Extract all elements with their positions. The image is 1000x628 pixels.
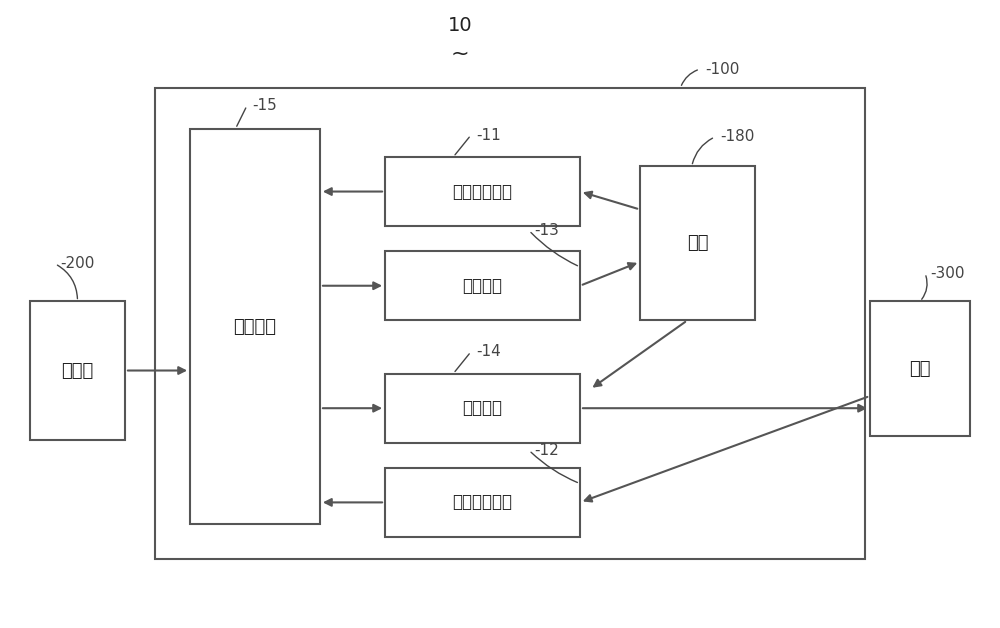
Text: 充电单元: 充电单元 xyxy=(463,277,503,295)
Text: 充电器: 充电器 xyxy=(61,362,94,379)
Text: -15: -15 xyxy=(252,98,277,113)
Bar xyxy=(870,301,970,436)
Text: 负载检测单元: 负载检测单元 xyxy=(453,494,512,511)
Text: -300: -300 xyxy=(930,266,964,281)
Text: -14: -14 xyxy=(476,344,501,359)
Bar xyxy=(30,301,125,440)
Text: -12: -12 xyxy=(534,443,559,458)
Text: 电池: 电池 xyxy=(687,234,708,252)
Text: -200: -200 xyxy=(60,256,94,271)
Bar xyxy=(385,251,580,320)
Text: 电池检测单元: 电池检测单元 xyxy=(453,183,512,200)
Text: -100: -100 xyxy=(705,62,739,77)
Bar xyxy=(385,374,580,443)
Bar xyxy=(155,88,865,559)
Bar xyxy=(385,157,580,226)
Text: -11: -11 xyxy=(476,127,501,143)
Bar xyxy=(190,129,320,524)
Text: 控制单元: 控制单元 xyxy=(234,318,276,335)
Bar xyxy=(640,166,755,320)
Text: ~: ~ xyxy=(451,43,469,63)
Text: -13: -13 xyxy=(534,223,559,238)
Bar xyxy=(385,468,580,537)
Text: -180: -180 xyxy=(720,129,754,144)
Text: 负载: 负载 xyxy=(909,360,931,378)
Text: 10: 10 xyxy=(448,16,472,35)
Text: 放电单元: 放电单元 xyxy=(463,399,503,417)
